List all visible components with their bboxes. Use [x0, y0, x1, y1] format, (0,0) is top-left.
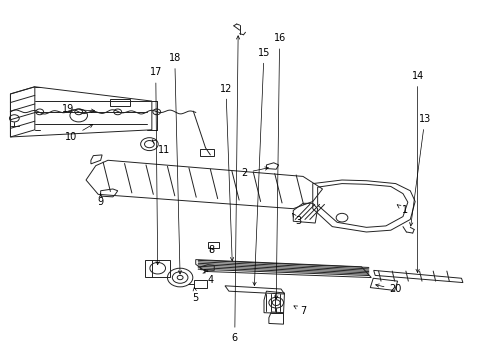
- Text: 14: 14: [410, 71, 423, 273]
- Text: 10: 10: [65, 125, 93, 142]
- Text: 5: 5: [192, 287, 199, 303]
- Text: 17: 17: [149, 67, 162, 265]
- Bar: [193, 280, 207, 288]
- Text: 11: 11: [152, 140, 170, 154]
- Text: 13: 13: [409, 114, 430, 226]
- Text: 4: 4: [204, 270, 213, 285]
- Text: 6: 6: [231, 36, 239, 343]
- Text: 19: 19: [62, 104, 95, 114]
- Text: 18: 18: [168, 53, 181, 274]
- Text: 16: 16: [273, 33, 285, 299]
- Bar: [199, 149, 214, 156]
- Text: 8: 8: [208, 245, 214, 255]
- Text: 15: 15: [252, 48, 270, 285]
- Text: 1: 1: [396, 205, 407, 216]
- Text: 2: 2: [241, 167, 268, 178]
- Text: 20: 20: [375, 284, 401, 294]
- Text: 9: 9: [98, 194, 103, 207]
- Bar: [144, 260, 169, 277]
- Bar: [207, 242, 218, 248]
- Bar: [110, 99, 130, 107]
- Text: 7: 7: [293, 306, 305, 316]
- Text: 12: 12: [219, 84, 233, 261]
- Text: 3: 3: [292, 213, 301, 226]
